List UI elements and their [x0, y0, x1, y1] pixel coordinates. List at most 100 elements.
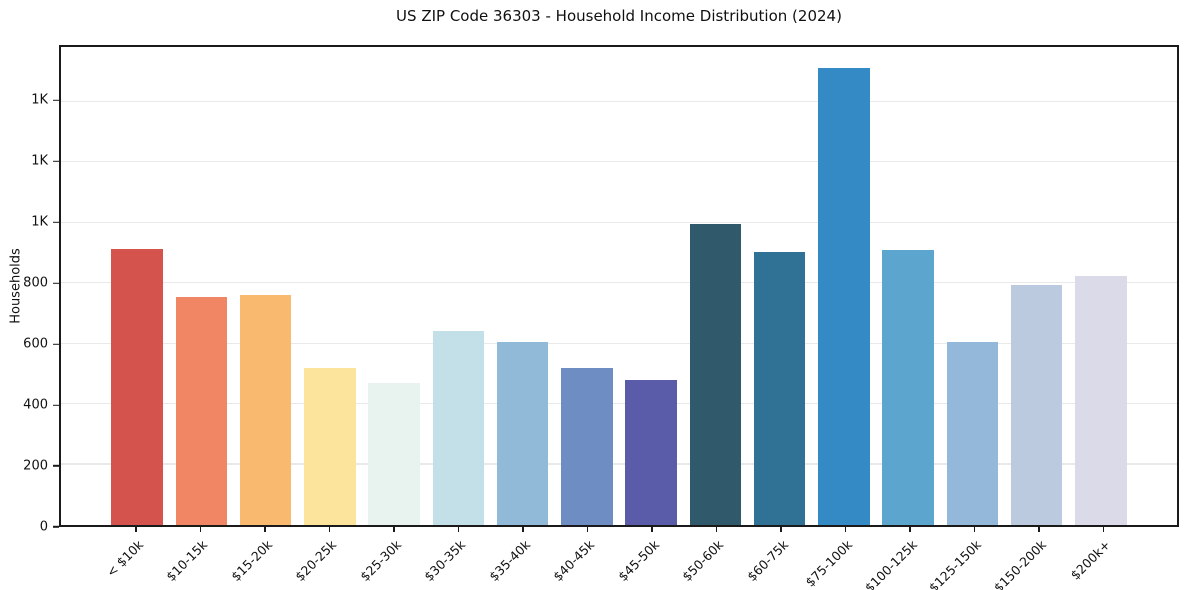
bar-$40-45k [561, 367, 613, 525]
y-tick-label: 400 [23, 397, 48, 413]
y-tick-mark [53, 465, 59, 467]
y-tick-mark [53, 160, 59, 163]
y-tick-mark [53, 282, 59, 285]
bar-slot [491, 47, 555, 525]
bar-slot [105, 47, 169, 525]
y-tick-label: 600 [23, 336, 48, 352]
bar-$30-35k [432, 331, 485, 525]
x-tick-label: $40-45k [550, 537, 598, 585]
x-category-slot: $150-200k [991, 527, 1071, 590]
y-tick-label: 200 [23, 458, 48, 474]
x-tick-mark [135, 527, 137, 532]
x-category-slot: $50-60k [679, 527, 749, 589]
y-tick-label: 1K [31, 214, 48, 230]
bar-slot [619, 47, 683, 525]
plot-area [59, 45, 1179, 527]
bar-$60-75k [753, 251, 806, 525]
bar-slot [748, 47, 812, 525]
bar-$50-60k [689, 223, 742, 525]
bar-slot [298, 47, 362, 525]
bars-layer [105, 47, 1133, 525]
bar-slot [362, 47, 426, 525]
bar-$25-30k [368, 383, 420, 525]
x-category-slot: $125-150k [926, 527, 1007, 590]
x-category-slot: $25-30k [357, 527, 426, 589]
bar-$15-20k [239, 294, 292, 525]
x-tick-label: $45-50k [614, 537, 662, 585]
x-tick-label: < $10k [103, 537, 146, 580]
x-tick-mark [780, 527, 782, 532]
x-tick-mark [715, 527, 718, 532]
x-tick-mark [522, 527, 524, 532]
x-tick-label: $50-60k [679, 537, 727, 585]
bar-slot [683, 47, 747, 525]
bar-$10-15k [175, 296, 228, 525]
x-tick-mark [264, 527, 266, 532]
x-tick-label: $35-40k [485, 537, 533, 585]
x-category-slot: $35-40k [486, 527, 555, 589]
bar-$45-50k [625, 380, 677, 525]
x-category-slot: < $10k [103, 527, 168, 589]
gridline [61, 221, 1177, 223]
bar-$35-40k [496, 342, 549, 525]
bar-slot [812, 47, 876, 525]
bar-slot [169, 47, 233, 525]
x-tick-label: $200k+ [1067, 537, 1114, 583]
x-tick-label: $30-35k [421, 537, 469, 585]
y-tick-mark [53, 221, 59, 224]
x-tick-mark [586, 527, 589, 532]
x-tick-mark [199, 527, 202, 532]
x-category-slot: $100-125k [862, 527, 942, 590]
gridline [61, 161, 1177, 163]
x-tick-mark [1102, 527, 1105, 532]
x-category-slot: $45-50k [615, 527, 684, 589]
y-tick-mark [53, 404, 59, 406]
bar-$75-100k [818, 67, 870, 525]
bar-slot [555, 47, 619, 525]
bar-slot [876, 47, 940, 525]
y-tick-mark [53, 526, 59, 528]
x-tick-label: $60-75k [743, 537, 791, 585]
x-tick-mark [1038, 527, 1040, 532]
gridline [61, 100, 1177, 102]
chart-title: US ZIP Code 36303 - Household Income Dis… [396, 7, 842, 25]
x-category-slot: $200k+ [1067, 527, 1136, 589]
x-tick-mark [457, 527, 460, 532]
bar-$20-25k [304, 368, 356, 525]
x-tick-mark [651, 527, 653, 532]
x-category-slot: $15-20k [228, 527, 297, 589]
bar-slot [426, 47, 490, 525]
bar-slot [1069, 47, 1133, 525]
gridline [61, 402, 1177, 405]
x-tick-mark [844, 527, 847, 532]
y-tick-label: 1K [31, 92, 48, 108]
y-tick-label: 0 [39, 519, 48, 535]
bar-$150-200k [1010, 284, 1063, 525]
x-tick-mark [909, 527, 911, 532]
bar-$100-125k [882, 250, 934, 525]
x-tick-label: $20-25k [292, 537, 340, 585]
bar-$125-150k [946, 341, 999, 525]
x-tick-label: $25-30k [356, 537, 404, 585]
bar-slot [940, 47, 1004, 525]
x-tick-label: $15-20k [227, 537, 275, 585]
x-axis-ticks: < $10k $10-15k $15-20k $20-25k $25-30k $30-35… [59, 527, 1179, 590]
bar-$200k+ [1075, 276, 1127, 525]
bar-slot [1005, 47, 1069, 525]
y-axis-ticks: 0 200 400 600 800 1K 1K 1K [0, 45, 59, 535]
x-category-slot: $10-15k [163, 527, 233, 589]
gridline [61, 342, 1177, 344]
x-tick-label: $10-15k [163, 537, 211, 585]
x-category-slot: $75-100k [803, 527, 878, 590]
x-tick-mark [973, 527, 976, 532]
x-tick-mark [393, 527, 395, 532]
x-category-slot: $60-75k [744, 527, 813, 589]
bar-< $10k [111, 248, 163, 525]
gridline [61, 282, 1177, 284]
gridline [61, 463, 1177, 465]
y-tick-mark [53, 99, 59, 102]
x-category-slot: $20-25k [292, 527, 362, 589]
x-category-slot: $40-45k [550, 527, 620, 589]
y-tick-label: 800 [23, 275, 48, 291]
